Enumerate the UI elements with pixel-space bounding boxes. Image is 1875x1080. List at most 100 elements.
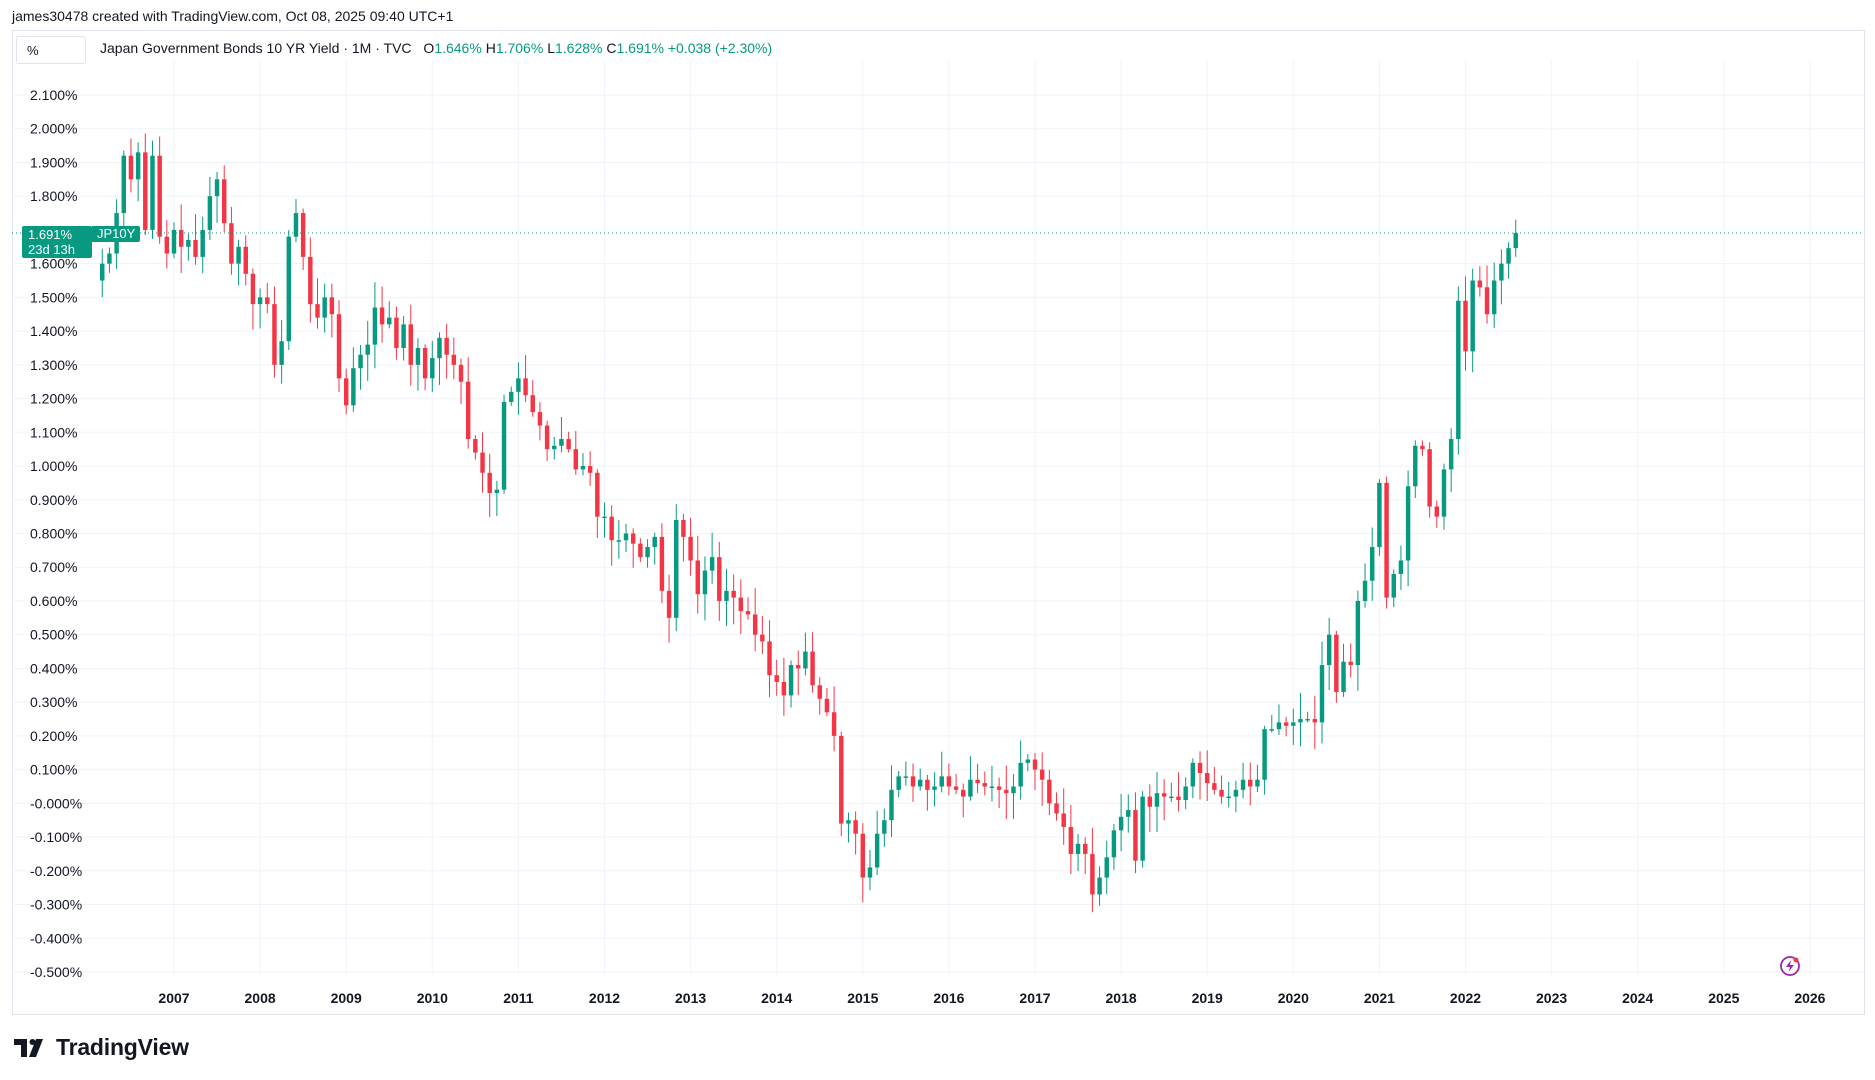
tradingview-brand[interactable]: TradingView <box>14 1034 189 1061</box>
candle-body[interactable] <box>387 317 392 325</box>
candle-body[interactable] <box>1118 816 1124 831</box>
candle-body[interactable] <box>272 304 277 365</box>
candle-body[interactable] <box>265 297 270 305</box>
candle-body[interactable] <box>910 776 916 787</box>
candle-body[interactable] <box>781 681 787 696</box>
candle-body[interactable] <box>1513 232 1518 249</box>
candle-body[interactable] <box>1312 719 1318 723</box>
candle-body[interactable] <box>207 196 213 230</box>
candle-body[interactable] <box>1434 506 1440 517</box>
candle-body[interactable] <box>1441 469 1447 517</box>
candle-body[interactable] <box>293 213 299 237</box>
candle-body[interactable] <box>408 324 413 365</box>
candle-body[interactable] <box>1326 634 1332 666</box>
candle-body[interactable] <box>243 246 248 274</box>
candle-body[interactable] <box>874 833 880 868</box>
candle-body[interactable] <box>953 786 959 790</box>
candle-body[interactable] <box>702 570 708 595</box>
candle-body[interactable] <box>1291 722 1296 726</box>
candle-body[interactable] <box>1169 796 1174 799</box>
candle-body[interactable] <box>1233 789 1239 797</box>
candle-body[interactable] <box>760 634 765 642</box>
candle-body[interactable] <box>444 337 449 355</box>
candle-body[interactable] <box>322 297 327 318</box>
candle-body[interactable] <box>810 651 815 686</box>
candle-body[interactable] <box>1427 449 1432 507</box>
candle-body[interactable] <box>889 789 894 821</box>
candle-body[interactable] <box>1448 439 1454 470</box>
candle-body[interactable] <box>975 779 980 784</box>
candle-body[interactable] <box>1075 843 1081 854</box>
candle-body[interactable] <box>286 236 292 342</box>
candle-body[interactable] <box>996 786 1002 790</box>
candle-body[interactable] <box>458 364 464 382</box>
candle-body[interactable] <box>150 155 155 230</box>
candle-body[interactable] <box>1477 280 1483 288</box>
candle-body[interactable] <box>315 304 320 318</box>
candle-body[interactable] <box>1391 573 1396 598</box>
candle-body[interactable] <box>681 520 686 537</box>
candle-body[interactable] <box>501 401 507 490</box>
candle-body[interactable] <box>616 540 622 542</box>
candle-body[interactable] <box>831 712 837 736</box>
candle-body[interactable] <box>415 347 421 365</box>
candle-body[interactable] <box>1183 786 1188 800</box>
candle-body[interactable] <box>1506 248 1511 264</box>
candle-body[interactable] <box>724 590 729 601</box>
candle-body[interactable] <box>401 324 406 348</box>
candle-body[interactable] <box>379 307 385 325</box>
candle-body[interactable] <box>1319 665 1325 723</box>
candle-body[interactable] <box>200 229 205 257</box>
candle-body[interactable] <box>336 314 342 379</box>
candle-body[interactable] <box>143 152 148 230</box>
candle-body[interactable] <box>1255 779 1260 787</box>
candle-body[interactable] <box>107 253 112 264</box>
candle-body[interactable] <box>989 786 995 788</box>
candle-body[interactable] <box>602 516 607 519</box>
candle-body[interactable] <box>580 466 586 470</box>
candle-body[interactable] <box>473 439 478 453</box>
candle-body[interactable] <box>860 833 866 878</box>
candle-body[interactable] <box>157 155 162 237</box>
candle-body[interactable] <box>1025 759 1031 763</box>
candle-body[interactable] <box>257 297 263 305</box>
candle-body[interactable] <box>925 779 930 790</box>
candle-body[interactable] <box>351 368 356 406</box>
candle-body[interactable] <box>1491 280 1497 315</box>
candle-body[interactable] <box>1370 546 1375 581</box>
candle-body[interactable] <box>867 867 873 878</box>
candle-body[interactable] <box>846 820 851 824</box>
candle-body[interactable] <box>853 820 858 834</box>
candle-body[interactable] <box>365 344 370 355</box>
candle-body[interactable] <box>659 536 665 591</box>
candle-body[interactable] <box>1032 759 1038 770</box>
candle-body[interactable] <box>1283 722 1289 726</box>
candle-body[interactable] <box>1484 287 1490 315</box>
candle-body[interactable] <box>982 783 987 787</box>
candle-body[interactable] <box>1362 580 1368 601</box>
candle-body[interactable] <box>329 297 335 315</box>
candle-body[interactable] <box>300 213 306 257</box>
candle-body[interactable] <box>752 614 758 635</box>
candle-body[interactable] <box>1011 786 1016 794</box>
candle-body[interactable] <box>1298 719 1303 723</box>
candle-body[interactable] <box>566 439 571 450</box>
candle-body[interactable] <box>279 341 284 365</box>
candle-body[interactable] <box>1161 793 1167 797</box>
candle-body[interactable] <box>100 263 105 281</box>
candle-body[interactable] <box>214 179 220 197</box>
candle-body[interactable] <box>824 698 830 713</box>
candle-body[interactable] <box>1219 789 1224 797</box>
candle-body[interactable] <box>552 445 557 450</box>
candle-body[interactable] <box>437 337 442 359</box>
candle-body[interactable] <box>817 685 822 699</box>
candle-body[interactable] <box>1262 729 1267 780</box>
candle-body[interactable] <box>1276 722 1282 730</box>
candle-body[interactable] <box>1212 783 1217 790</box>
candle-body[interactable] <box>1154 793 1160 807</box>
candle-body[interactable] <box>121 155 126 214</box>
candle-body[interactable] <box>487 472 492 494</box>
candle-body[interactable] <box>1140 796 1145 861</box>
candle-body[interactable] <box>1147 796 1153 807</box>
candle-body[interactable] <box>1269 729 1274 731</box>
